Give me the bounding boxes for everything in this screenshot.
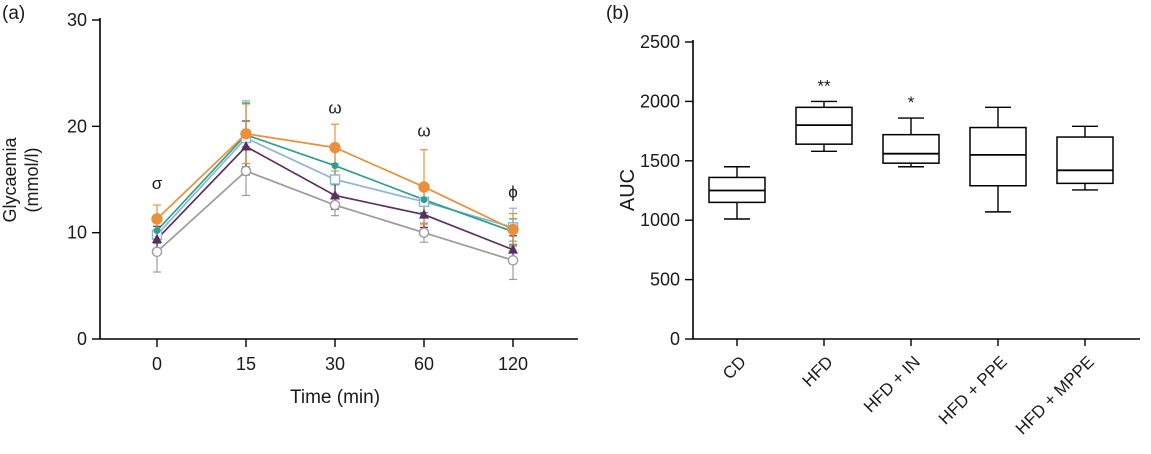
svg-text:2500: 2500 [640,32,680,52]
svg-text:60: 60 [414,354,434,374]
svg-text:15: 15 [236,354,256,374]
svg-text:ω: ω [417,122,430,141]
svg-text:ω: ω [328,98,341,117]
svg-text:Time (min): Time (min) [290,387,380,408]
svg-text:HFD + MPPE: HFD + MPPE [1012,352,1098,438]
glycaemia-line-chart: 0 10 20 30 0 15 30 60 120 Time (min) Glycaemia (mmo… [0,10,578,408]
svg-text:0: 0 [77,329,87,349]
panel-b-label: (b) [606,3,630,24]
svg-text:AUC: AUC [617,169,639,211]
svg-text:(mmol/l): (mmol/l) [22,148,42,213]
svg-text:500: 500 [650,270,680,290]
svg-text:120: 120 [498,354,528,374]
svg-text:1500: 1500 [640,151,680,171]
svg-text:0: 0 [152,354,162,374]
svg-text:CD: CD [719,352,750,383]
panel-a-label: (a) [2,3,26,24]
svg-text:20: 20 [67,116,87,136]
svg-text:**: ** [817,76,831,95]
svg-text:HFD + PPE: HFD + PPE [935,352,1011,428]
svg-text:30: 30 [67,10,87,30]
svg-text:1000: 1000 [640,210,680,230]
svg-text:σ: σ [152,174,163,193]
svg-text:2000: 2000 [640,91,680,111]
svg-text:HFD + IN: HFD + IN [860,352,924,416]
svg-text:10: 10 [67,223,87,243]
svg-text:30: 30 [325,354,345,374]
svg-text:HFD: HFD [799,352,837,390]
svg-text:*: * [908,93,915,112]
svg-text:Glycaemia: Glycaemia [0,137,20,223]
svg-text:ϕ: ϕ [508,182,518,201]
svg-text:0: 0 [670,329,680,349]
